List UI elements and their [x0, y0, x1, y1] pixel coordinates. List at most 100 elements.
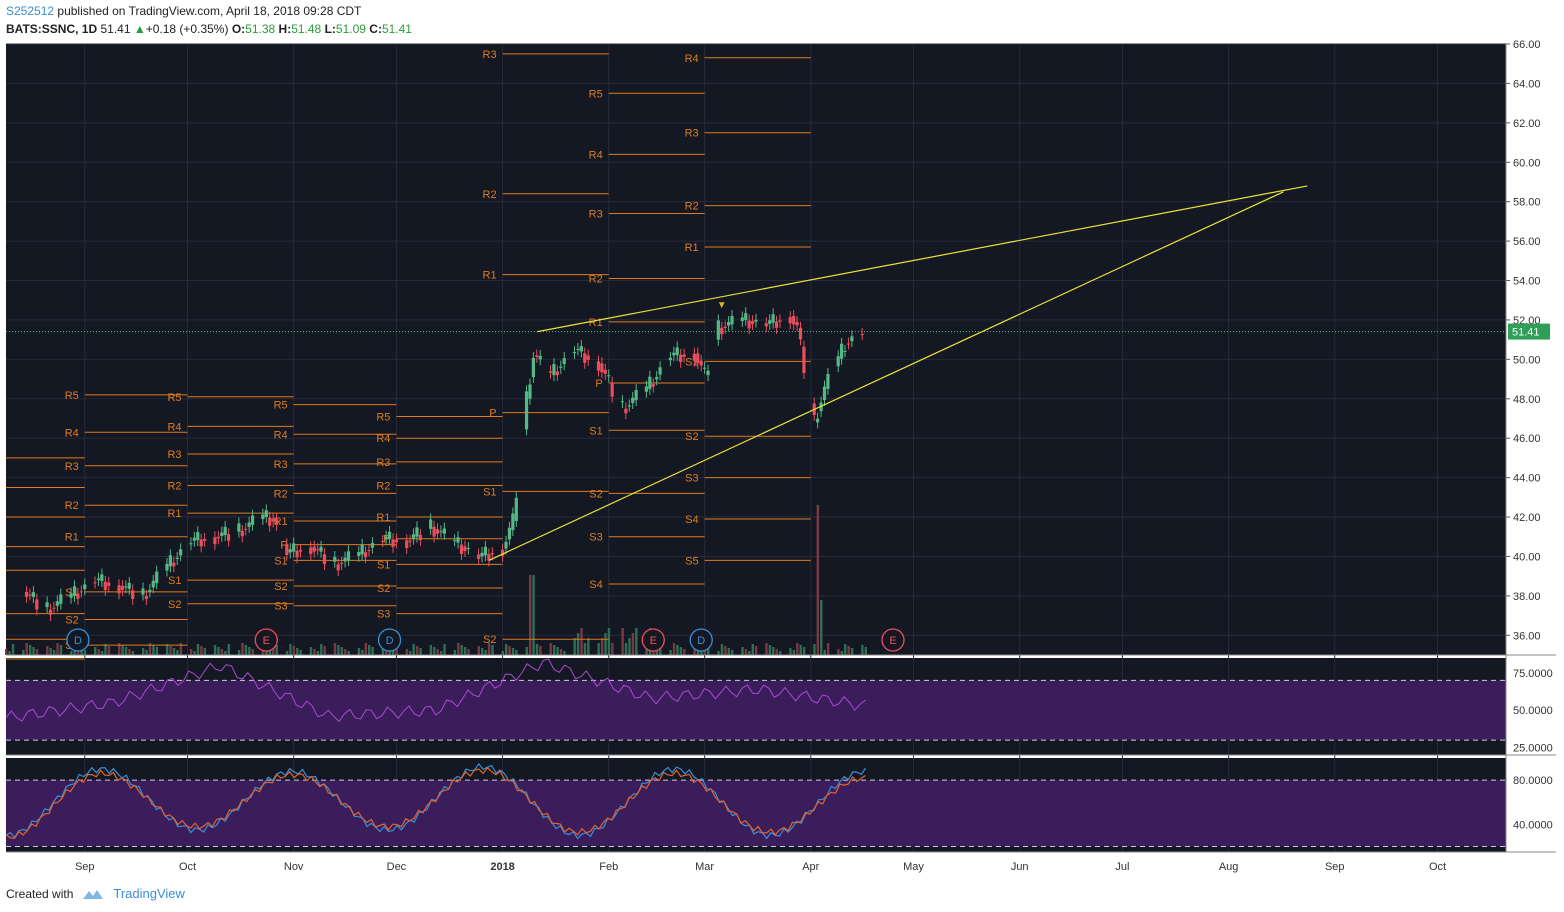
earnings-icon	[881, 628, 905, 652]
pivot-label: R4	[376, 433, 390, 445]
candle-body	[750, 321, 755, 325]
candle-body	[631, 397, 635, 403]
volume-bar	[176, 650, 179, 655]
candle-body	[55, 601, 59, 606]
volume-bar	[285, 651, 289, 655]
candle-body	[59, 594, 63, 604]
candle-body	[535, 355, 539, 357]
candle-body	[723, 326, 727, 329]
candle-body	[76, 593, 80, 599]
rsi-band	[6, 680, 1506, 741]
volume-bar	[840, 651, 844, 655]
dividend-icon	[66, 628, 90, 652]
pivot-label: S2	[589, 488, 602, 500]
volume-bar	[439, 651, 443, 655]
author-link[interactable]: S252512	[6, 4, 55, 18]
volume-bar	[323, 646, 326, 655]
dividend-icon	[689, 628, 713, 652]
candle-body	[826, 373, 830, 389]
event-label: E	[650, 635, 657, 647]
x-tick-label: 2018	[490, 861, 514, 873]
candle-body	[846, 343, 851, 345]
pivot-label: R2	[65, 500, 79, 512]
tradingview-link[interactable]: TradingView	[113, 886, 185, 901]
volume-bar	[604, 633, 607, 655]
candle-body	[696, 353, 700, 364]
pivot-label: R2	[483, 189, 497, 201]
candle-body	[264, 510, 268, 518]
volume-bar	[32, 647, 35, 655]
volume-bar	[669, 650, 672, 655]
candle-body	[340, 562, 344, 564]
volume-bar	[552, 645, 556, 655]
candle-body	[309, 547, 313, 554]
volume-bar	[463, 647, 467, 655]
pivot-label: R5	[274, 400, 288, 412]
candle-body	[480, 552, 484, 557]
candle-body	[802, 346, 806, 374]
volume-bar	[320, 644, 323, 655]
volume-bar	[94, 647, 97, 655]
candle-body	[52, 607, 56, 609]
volume-bar	[487, 643, 491, 655]
volume-bar	[457, 643, 460, 655]
volume-bar	[600, 638, 604, 655]
candle-body	[600, 363, 604, 373]
volume-bar	[481, 648, 484, 655]
candle-body	[381, 540, 385, 542]
last-price: 51.41	[100, 22, 131, 36]
x-tick-label: Nov	[284, 861, 304, 873]
y-tick-label: 44.00	[1513, 473, 1541, 485]
price-change: +0.18 (+0.35%)	[145, 22, 229, 36]
volume-bar	[107, 646, 111, 655]
candle-body	[274, 519, 279, 525]
candle-body	[240, 530, 244, 537]
volume-bar	[672, 643, 676, 655]
candle-body	[524, 391, 529, 430]
volume-bar	[515, 650, 518, 655]
candle-body	[459, 544, 464, 554]
rsi-line	[5, 658, 866, 723]
volume-bar	[100, 651, 104, 655]
volume-bar	[124, 647, 128, 655]
volume-bar	[248, 647, 251, 655]
time-axis-bg	[6, 852, 1506, 876]
pivot-label: S1	[483, 486, 496, 498]
volume-bar	[802, 647, 806, 655]
volume-bar	[172, 648, 176, 655]
pivot-label: R3	[274, 459, 288, 471]
volume-bar	[731, 650, 734, 655]
candle-body	[100, 574, 104, 581]
candle-body	[576, 349, 580, 351]
candle-body	[213, 537, 217, 545]
open-value: 51.38	[245, 22, 276, 36]
candle-body	[220, 532, 224, 536]
candle-body	[316, 549, 320, 551]
volume-bar	[141, 648, 145, 655]
x-tick-label: Mar	[695, 861, 714, 873]
volume-bar	[778, 651, 782, 655]
candle-body	[764, 323, 768, 327]
publish-info: published on TradingView.com, April 18, …	[57, 4, 362, 18]
volume-bar	[796, 643, 799, 655]
x-tick-label: Oct	[179, 861, 196, 873]
candle-body	[244, 528, 248, 530]
candle-body	[172, 562, 176, 567]
candle-body	[117, 585, 121, 594]
y-tick-label: 36.00	[1513, 630, 1541, 642]
last-price-tag	[1508, 323, 1550, 340]
volume-bar	[337, 645, 340, 655]
symbol-name: BATS:SSNC, 1D	[6, 22, 98, 36]
volume-bar	[296, 648, 299, 655]
stoch-band	[6, 780, 1506, 847]
candle-body	[562, 358, 566, 365]
x-tick-label: Feb	[599, 861, 618, 873]
signal-marker-icon: ▼	[717, 300, 727, 311]
volume-bar	[364, 643, 367, 655]
candle-body	[408, 540, 412, 542]
pivot-label: R3	[589, 209, 603, 221]
pivot-label: R5	[589, 88, 603, 100]
volume-bar	[559, 649, 563, 655]
symbol-legend: BATS:SSNC, 1D 51.41 ▲+0.18 (+0.35%) O:51…	[6, 22, 412, 36]
